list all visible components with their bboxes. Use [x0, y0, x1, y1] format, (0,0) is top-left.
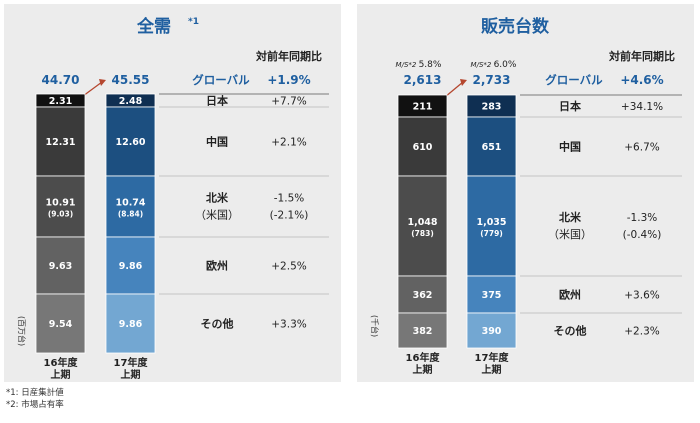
- growth-arrow: [444, 81, 464, 98]
- segment-label: 北米: [206, 191, 229, 205]
- segment-subchange: (-0.4%): [623, 229, 662, 241]
- segment-change: +3.3%: [271, 319, 306, 331]
- segment-subchange: (-2.1%): [270, 210, 309, 222]
- total-demand-chart: 全需 *1 対前年同期比 44.70 45.55 グローバル +1.9% 2.31 2.48 日本…: [17, 16, 329, 381]
- segment-label: 日本: [206, 94, 228, 108]
- category-label: 17年度: [114, 356, 149, 369]
- segment-label: その他: [554, 324, 587, 338]
- category-label: 上期: [51, 368, 71, 381]
- bar-value-label: 1,048: [407, 217, 437, 228]
- segment-change: +6.7%: [624, 142, 659, 154]
- growth-arrow: [82, 81, 103, 97]
- bar-segment: [466, 175, 517, 277]
- footnote-2: *2: 市場占有率: [6, 400, 64, 410]
- segment-change: +7.7%: [271, 96, 306, 108]
- bar-value-label: 9.86: [119, 319, 143, 330]
- bar-segment: [105, 293, 156, 354]
- bar-value-label: 375: [482, 290, 502, 301]
- bar-segment: [105, 175, 156, 238]
- global-label: グローバル: [545, 73, 603, 87]
- bar-segment: [397, 116, 448, 177]
- chart-title: 全需: [136, 16, 171, 37]
- total-value: 44.70: [42, 73, 80, 87]
- bar-value-label: 362: [413, 290, 433, 301]
- bar-subvalue-label: (783): [411, 229, 434, 238]
- bar-subvalue-label: (779): [480, 229, 503, 238]
- global-change: +1.9%: [267, 73, 310, 87]
- bar-segment: [466, 275, 517, 314]
- segment-change: -1.3%: [627, 212, 657, 224]
- total-value: 2,613: [404, 73, 442, 87]
- change-header: 対前年同期比: [608, 49, 675, 63]
- segment-change: +34.1%: [621, 101, 663, 113]
- bar-value-label: 211: [413, 102, 433, 113]
- market-share-label: M/S*2 6.0%: [471, 60, 517, 70]
- bar-value-label: 382: [413, 326, 433, 337]
- segment-label: 欧州: [206, 259, 228, 273]
- bar-value-label: 651: [482, 142, 502, 153]
- segment-label: 中国: [559, 140, 581, 154]
- bar-value-label: 1,035: [476, 217, 506, 228]
- category-label: 上期: [413, 363, 433, 376]
- bar-segment: [466, 312, 517, 349]
- category-label: 16年度: [406, 351, 441, 364]
- change-header: 対前年同期比: [255, 49, 322, 63]
- total-demand-panel: 全需 *1 対前年同期比 44.70 45.55 グローバル +1.9% 2.31 2.48 日本…: [4, 4, 341, 382]
- category-label: 上期: [482, 363, 502, 376]
- category-label: 17年度: [475, 351, 510, 364]
- segment-change: +2.3%: [624, 326, 659, 338]
- total-value: 45.55: [112, 73, 150, 87]
- bar-segment: [105, 106, 156, 177]
- sales-volume-panel: 販売台数対前年同期比 M/S*2 5.8% M/S*2 6.0% 2,613 2,733…: [357, 4, 694, 382]
- bar-value-label: 9.86: [119, 261, 143, 272]
- bar-value-label: 2.48: [119, 96, 143, 107]
- footnote-1: *1: 日産集計値: [6, 388, 64, 398]
- bar-value-label: 390: [482, 326, 502, 337]
- segment-sublabel: （米国）: [548, 228, 592, 241]
- bar-subvalue-label: (8.84): [118, 210, 143, 219]
- title-footnote-mark: *1: [188, 17, 199, 27]
- bar-value-label: 9.63: [49, 261, 72, 272]
- segment-label: 日本: [559, 99, 581, 113]
- bar-segment: [397, 312, 448, 349]
- category-label: 16年度: [44, 356, 79, 369]
- unit-label: (百万台): [17, 316, 27, 346]
- market-share-label: M/S*2 5.8%: [396, 60, 442, 70]
- segment-label: 北米: [559, 210, 582, 224]
- segment-sublabel: （米国）: [195, 209, 239, 222]
- bar-segment: [397, 275, 448, 314]
- bar-value-label: 2.31: [49, 96, 72, 107]
- segment-change: +2.5%: [271, 261, 306, 273]
- growth-arrowhead: [99, 79, 106, 86]
- segment-label: 欧州: [559, 288, 581, 302]
- unit-label: (千台): [370, 315, 380, 337]
- global-label: グローバル: [192, 73, 250, 87]
- bar-value-label: 610: [413, 142, 433, 153]
- bar-segment: [35, 236, 86, 295]
- bar-subvalue-label: (9.03): [48, 210, 73, 219]
- bar-value-label: 283: [482, 102, 502, 113]
- category-label: 上期: [121, 368, 141, 381]
- bar-segment: [105, 236, 156, 295]
- bar-value-label: 9.54: [49, 319, 73, 330]
- total-value: 2,733: [473, 73, 511, 87]
- global-change: +4.6%: [620, 73, 663, 87]
- bar-value-label: 10.74: [115, 198, 145, 209]
- bar-value-label: 12.31: [45, 137, 75, 148]
- bar-value-label: 10.91: [45, 198, 75, 209]
- bar-segment: [35, 175, 86, 238]
- segment-change: -1.5%: [274, 193, 304, 205]
- segment-label: その他: [201, 317, 234, 331]
- segment-change: +3.6%: [624, 290, 659, 302]
- segment-change: +2.1%: [271, 137, 306, 149]
- bar-segment: [397, 175, 448, 277]
- segment-label: 中国: [206, 135, 228, 149]
- bar-segment: [35, 293, 86, 354]
- chart-title: 販売台数: [481, 16, 550, 37]
- growth-arrowhead: [460, 79, 467, 86]
- bar-value-label: 12.60: [115, 137, 145, 148]
